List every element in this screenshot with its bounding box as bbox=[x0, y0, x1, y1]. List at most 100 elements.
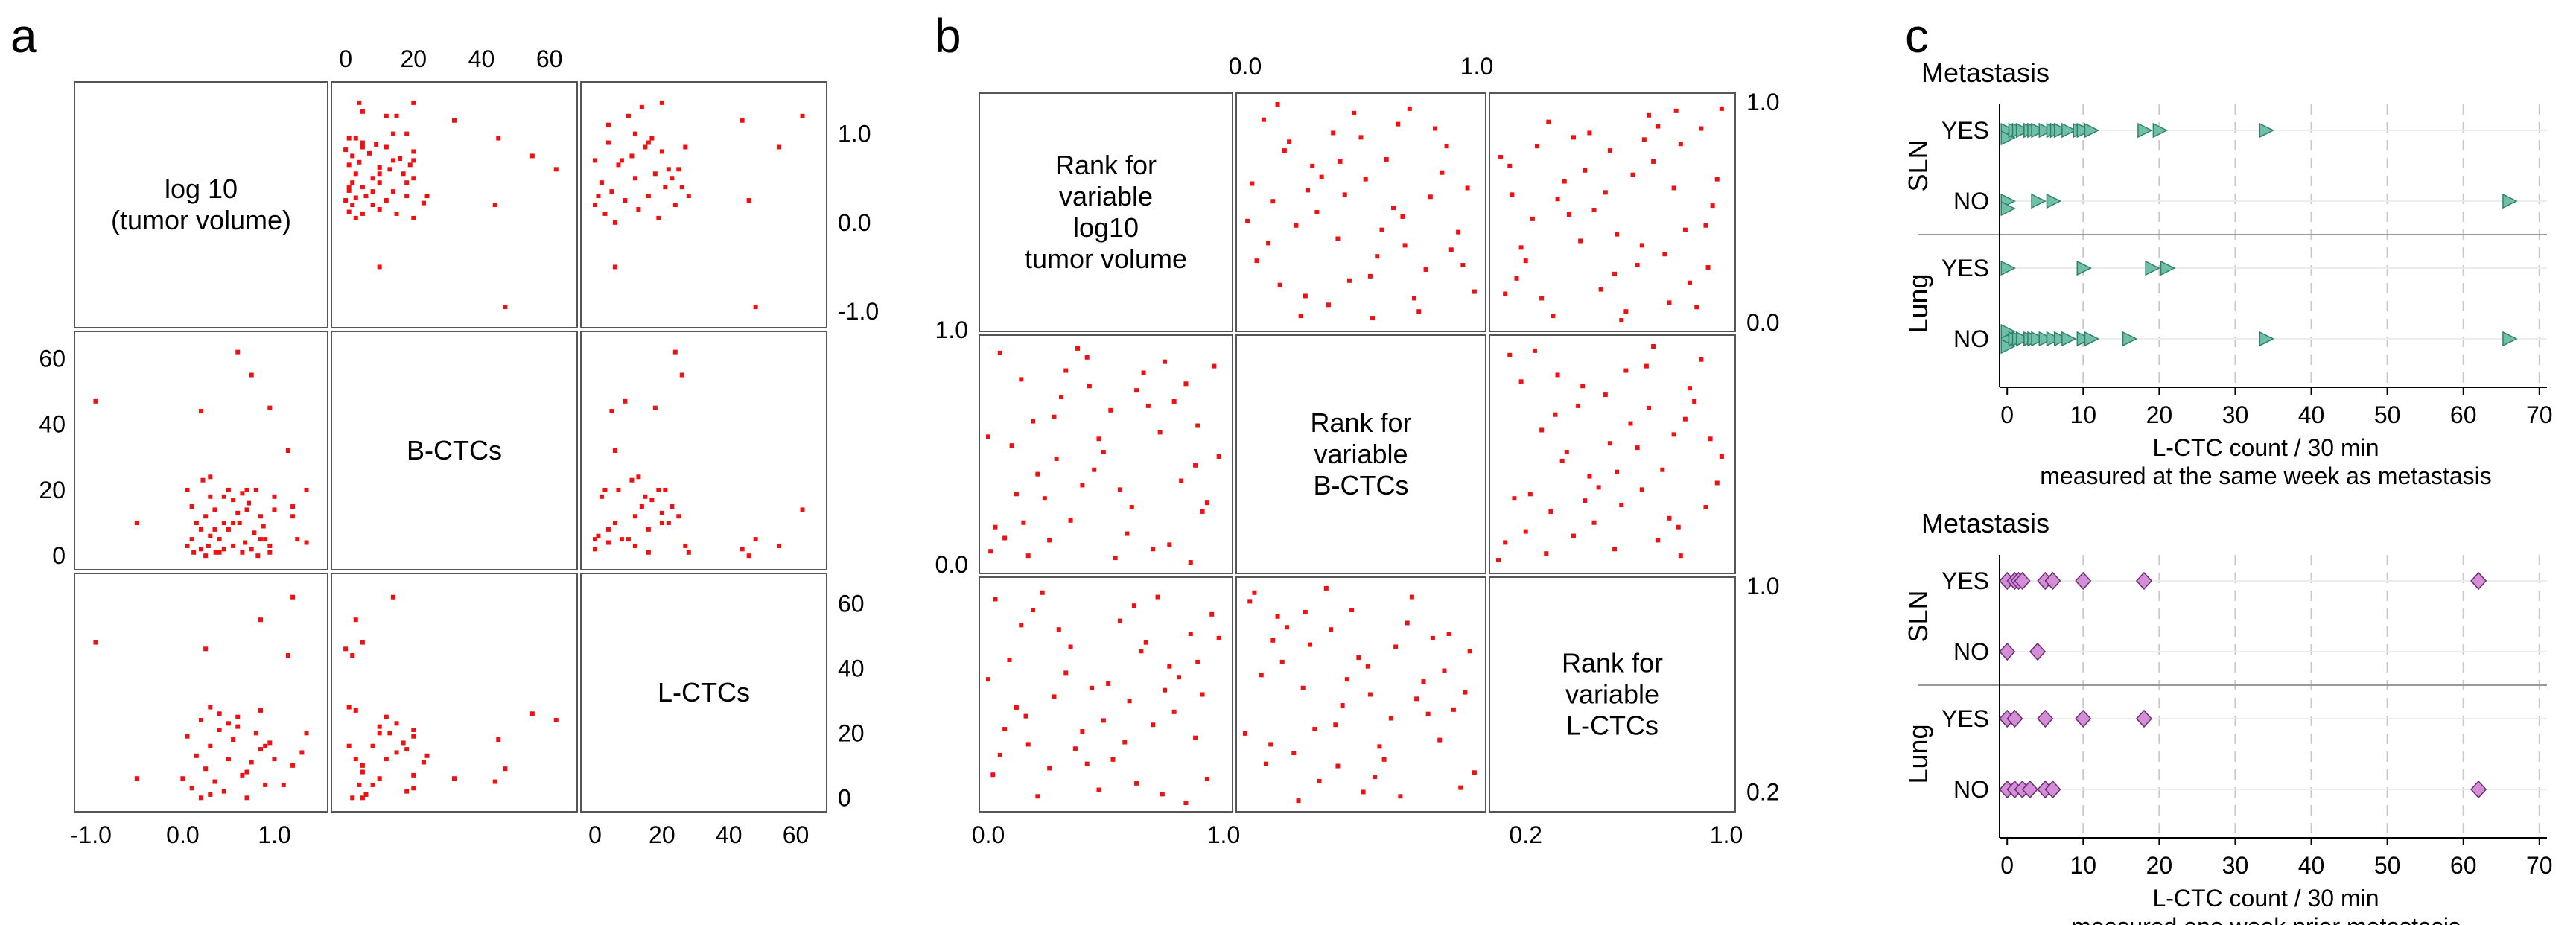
point-a-0-1-29 bbox=[346, 162, 352, 168]
point-b-0-1-35 bbox=[1363, 177, 1368, 182]
marker-panel-c-top-0-0-7 bbox=[2031, 122, 2047, 139]
point-a-1-2-20 bbox=[649, 498, 655, 503]
cell-a-2-0 bbox=[74, 573, 328, 813]
point-a-1-0-57 bbox=[199, 547, 203, 552]
point-a-0-1-31 bbox=[343, 147, 349, 153]
point-b-1-2-38 bbox=[1688, 386, 1693, 391]
tick-a-bottom0-2: 1.0 bbox=[258, 821, 290, 848]
point-b-0-2-25 bbox=[1546, 119, 1551, 124]
cell-b-1-1 bbox=[1235, 334, 1486, 574]
point-b-1-0-37 bbox=[1080, 483, 1085, 488]
point-a-2-1-7 bbox=[529, 711, 535, 716]
point-a-1-0-16 bbox=[93, 398, 98, 404]
point-a-2-1-21 bbox=[411, 734, 416, 739]
point-a-0-1-33 bbox=[353, 136, 358, 141]
point-b-2-1-37 bbox=[1361, 789, 1366, 795]
point-b-0-1-42 bbox=[1245, 218, 1250, 223]
point-b-0-2-12 bbox=[1555, 197, 1560, 202]
point-a-0-1-2 bbox=[384, 113, 389, 118]
point-a-1-2-2 bbox=[632, 514, 637, 519]
point-a-2-0-30 bbox=[285, 653, 290, 658]
point-a-2-1-5 bbox=[377, 724, 382, 729]
point-b-0-1-1 bbox=[1270, 199, 1276, 204]
point-b-2-0-17 bbox=[1167, 664, 1172, 669]
point-b-2-1-39 bbox=[1393, 644, 1399, 649]
point-a-0-1-11 bbox=[496, 136, 501, 141]
point-a-2-1-6 bbox=[553, 717, 559, 722]
point-b-2-0-16 bbox=[1151, 722, 1156, 728]
point-b-1-0-19 bbox=[1025, 553, 1031, 559]
point-b-1-2-40 bbox=[1719, 454, 1724, 459]
point-b-1-0-42 bbox=[1163, 359, 1167, 364]
marker-panel-c-top-1-1-1 bbox=[2000, 338, 2016, 355]
point-a-1-2-28 bbox=[683, 543, 688, 548]
diag-label-a-0: log 10 (tumor volume) bbox=[111, 174, 291, 235]
point-b-1-0-46 bbox=[1054, 456, 1059, 461]
point-a-1-0-12 bbox=[272, 494, 277, 499]
point-b-0-1-16 bbox=[1294, 223, 1299, 228]
point-b-1-2-12 bbox=[1496, 558, 1501, 563]
point-b-2-1-0 bbox=[1451, 707, 1456, 712]
xlabel2-panel-c-top: measured at the same week as metastasis bbox=[2040, 462, 2492, 489]
point-b-2-0-14 bbox=[1117, 618, 1122, 623]
diag-label-a-2: L-CTCs bbox=[658, 677, 750, 708]
point-b-0-1-6 bbox=[1352, 110, 1357, 115]
point-a-1-0-51 bbox=[208, 494, 213, 499]
point-a-0-1-47 bbox=[374, 142, 379, 147]
point-a-1-0-36 bbox=[199, 527, 203, 532]
point-a-0-1-35 bbox=[377, 206, 382, 212]
point-b-0-2-47 bbox=[1510, 192, 1515, 197]
xlabel2-panel-c-bot: measured one week prior metastasis bbox=[2071, 913, 2461, 925]
point-b-2-1-29 bbox=[1463, 690, 1468, 695]
point-b-2-1-46 bbox=[1335, 763, 1341, 769]
point-b-2-1-1 bbox=[1467, 649, 1472, 654]
point-b-0-2-19 bbox=[1678, 142, 1683, 147]
point-a-0-2-24 bbox=[676, 167, 681, 172]
marker-panel-c-bot-1-0-2 bbox=[2037, 709, 2054, 728]
point-b-2-0-18 bbox=[1183, 801, 1189, 805]
point-a-0-2-0 bbox=[605, 140, 611, 145]
marker-panel-c-top-0-1-4 bbox=[2502, 193, 2518, 209]
point-b-2-0-6 bbox=[1209, 611, 1215, 617]
point-b-0-1-26 bbox=[1456, 229, 1461, 235]
point-a-1-0-53 bbox=[240, 491, 245, 496]
point-b-0-1-27 bbox=[1472, 289, 1477, 294]
point-a-1-2-34 bbox=[800, 507, 805, 512]
section-label-panel-c-bot: Metastasis bbox=[1921, 508, 2049, 538]
point-a-2-0-13 bbox=[189, 786, 194, 791]
point-a-2-1-2 bbox=[384, 757, 389, 762]
point-b-1-0-7 bbox=[1052, 414, 1057, 419]
cell-b-2-2 bbox=[1489, 576, 1736, 813]
point-b-2-1-27 bbox=[1437, 737, 1443, 743]
point-b-0-2-15 bbox=[1615, 232, 1620, 237]
point-b-2-0-12 bbox=[1072, 746, 1078, 751]
point-a-0-1-7 bbox=[529, 153, 535, 159]
point-b-1-2-18 bbox=[1603, 392, 1608, 398]
point-a-1-0-46 bbox=[252, 530, 257, 535]
tick-b-left1-0: 1.0 bbox=[935, 317, 968, 343]
point-b-0-2-16 bbox=[1630, 172, 1635, 177]
point-a-2-1-1 bbox=[360, 769, 365, 775]
point-b-2-1-3 bbox=[1268, 742, 1273, 747]
point-b-0-1-15 bbox=[1277, 282, 1282, 287]
tick-a-left1-0: 60 bbox=[39, 345, 66, 372]
point-a-1-2-14 bbox=[609, 409, 614, 414]
marker-panel-c-bot-0-1-1 bbox=[2029, 642, 2047, 661]
point-b-2-0-37 bbox=[1019, 623, 1024, 628]
point-b-1-0-43 bbox=[1193, 462, 1198, 468]
point-b-0-1-21 bbox=[1375, 254, 1380, 259]
point-a-1-0-34 bbox=[272, 507, 277, 512]
point-b-1-0-27 bbox=[1157, 430, 1163, 435]
point-a-0-2-29 bbox=[686, 194, 691, 199]
point-b-2-1-13 bbox=[1430, 635, 1435, 640]
point-b-1-2-25 bbox=[1714, 480, 1720, 486]
point-b-2-0-26 bbox=[1080, 728, 1085, 734]
point-b-1-2-35 bbox=[1639, 487, 1644, 492]
point-a-2-0-6 bbox=[199, 717, 203, 722]
point-a-0-1-10 bbox=[394, 113, 399, 118]
point-b-2-0-2 bbox=[1143, 640, 1148, 645]
marker-panel-c-bot-0-0-5 bbox=[2044, 571, 2061, 591]
point-b-2-1-38 bbox=[1377, 744, 1382, 749]
point-b-2-0-43 bbox=[1131, 603, 1136, 608]
point-b-1-0-20 bbox=[1042, 496, 1047, 501]
